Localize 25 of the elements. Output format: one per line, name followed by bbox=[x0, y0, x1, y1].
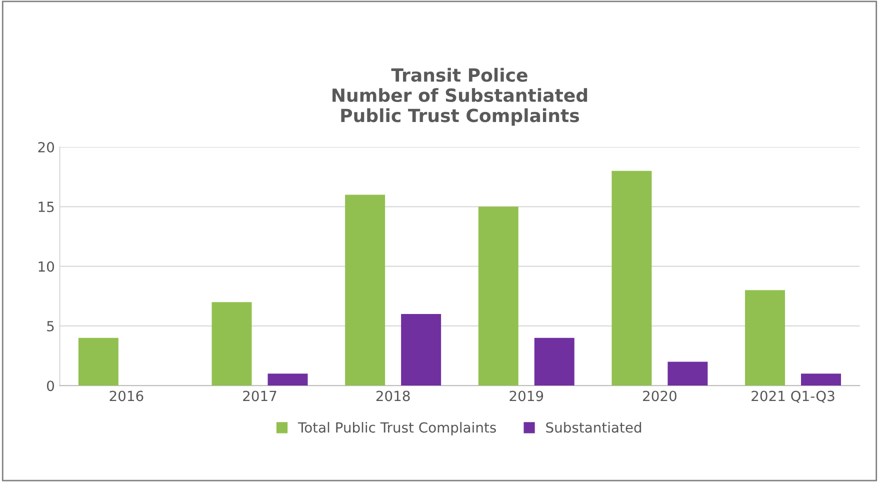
x-tick-label: 2020 bbox=[643, 390, 676, 402]
x-tick-label: 2018 bbox=[376, 390, 410, 402]
legend-label: Total Public Trust Complaints bbox=[298, 422, 496, 436]
y-tick-label: 15 bbox=[38, 202, 54, 212]
x-tick-label: 2016 bbox=[110, 390, 144, 402]
bar bbox=[212, 302, 252, 386]
chart-title: Transit Police Number of Substantiated Public Trust Complaints bbox=[332, 68, 588, 126]
bar bbox=[478, 206, 518, 386]
x-tick-label: 2021 Q1-Q3 bbox=[752, 390, 834, 403]
y-tick-label: 20 bbox=[38, 142, 54, 152]
y-tick-label: 10 bbox=[38, 261, 54, 272]
bar bbox=[612, 170, 652, 386]
bar bbox=[401, 314, 442, 386]
bar bbox=[668, 362, 708, 386]
bar bbox=[78, 338, 118, 386]
y-tick-label: 5 bbox=[47, 321, 54, 332]
bar bbox=[801, 374, 841, 386]
x-tick-label: 2017 bbox=[243, 390, 276, 402]
bar bbox=[534, 338, 574, 386]
y-tick-label: 0 bbox=[46, 380, 54, 392]
bar bbox=[268, 374, 308, 386]
bar bbox=[745, 290, 786, 386]
x-tick-label: 2019 bbox=[510, 390, 544, 402]
legend-label: Substantiated bbox=[546, 422, 642, 433]
bar bbox=[345, 194, 386, 386]
